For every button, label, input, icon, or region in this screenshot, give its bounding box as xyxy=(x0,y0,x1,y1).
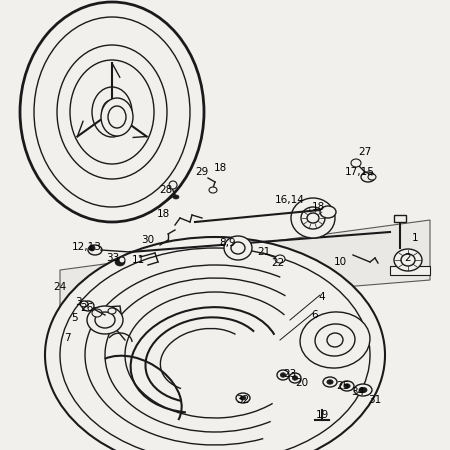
Ellipse shape xyxy=(340,381,354,391)
Ellipse shape xyxy=(240,396,246,400)
Ellipse shape xyxy=(320,206,336,218)
Text: 11: 11 xyxy=(131,255,144,265)
Ellipse shape xyxy=(301,207,325,229)
Ellipse shape xyxy=(224,236,252,260)
Polygon shape xyxy=(60,220,430,310)
Text: 32: 32 xyxy=(236,395,250,405)
Text: 19: 19 xyxy=(315,410,328,420)
Ellipse shape xyxy=(209,187,217,193)
Ellipse shape xyxy=(361,172,375,182)
Ellipse shape xyxy=(119,257,125,263)
Text: 26: 26 xyxy=(81,303,94,313)
Text: 29: 29 xyxy=(195,167,209,177)
Text: 18: 18 xyxy=(311,202,324,212)
Ellipse shape xyxy=(300,312,370,368)
Ellipse shape xyxy=(34,17,190,207)
Text: 18: 18 xyxy=(213,163,227,173)
Text: 24: 24 xyxy=(54,282,67,292)
Polygon shape xyxy=(394,215,406,222)
Text: 23: 23 xyxy=(284,369,297,379)
Ellipse shape xyxy=(280,373,286,377)
Polygon shape xyxy=(390,266,430,275)
Ellipse shape xyxy=(315,324,355,356)
Ellipse shape xyxy=(88,245,102,255)
Text: 3: 3 xyxy=(75,297,81,307)
Text: 8,9: 8,9 xyxy=(220,238,236,248)
Ellipse shape xyxy=(102,100,122,124)
Text: 2: 2 xyxy=(405,253,411,263)
Ellipse shape xyxy=(289,373,301,383)
Ellipse shape xyxy=(108,106,126,128)
Ellipse shape xyxy=(236,393,250,403)
Ellipse shape xyxy=(327,333,343,347)
Text: 7: 7 xyxy=(64,333,70,343)
Ellipse shape xyxy=(359,387,367,393)
Text: 16,14: 16,14 xyxy=(275,195,305,205)
Ellipse shape xyxy=(92,309,102,317)
Text: 27: 27 xyxy=(358,147,372,157)
Ellipse shape xyxy=(169,181,177,189)
Polygon shape xyxy=(92,306,122,322)
Ellipse shape xyxy=(277,370,289,380)
Ellipse shape xyxy=(275,255,285,263)
Ellipse shape xyxy=(323,377,337,387)
Ellipse shape xyxy=(57,45,167,179)
Ellipse shape xyxy=(354,384,372,396)
Text: 6: 6 xyxy=(312,310,318,320)
Text: 30: 30 xyxy=(141,235,154,245)
Ellipse shape xyxy=(307,213,319,223)
Text: 18: 18 xyxy=(157,209,170,219)
Ellipse shape xyxy=(394,249,422,271)
Text: 22: 22 xyxy=(271,258,284,268)
Ellipse shape xyxy=(108,308,116,314)
Ellipse shape xyxy=(173,195,179,199)
Ellipse shape xyxy=(327,380,333,384)
Ellipse shape xyxy=(401,254,415,266)
Text: 20: 20 xyxy=(296,378,309,388)
Ellipse shape xyxy=(89,245,95,251)
Text: 5: 5 xyxy=(72,313,78,323)
Ellipse shape xyxy=(82,301,94,311)
Text: 31: 31 xyxy=(369,395,382,405)
Ellipse shape xyxy=(368,174,376,180)
Text: 10: 10 xyxy=(333,257,346,267)
Text: 34: 34 xyxy=(351,387,364,397)
Ellipse shape xyxy=(115,258,125,266)
Ellipse shape xyxy=(231,242,245,254)
Ellipse shape xyxy=(60,248,370,450)
Ellipse shape xyxy=(45,237,385,450)
Ellipse shape xyxy=(70,60,154,164)
Text: 33: 33 xyxy=(106,253,120,263)
Text: 21: 21 xyxy=(257,247,270,257)
Ellipse shape xyxy=(95,312,115,328)
Ellipse shape xyxy=(351,159,361,167)
Text: 4: 4 xyxy=(319,292,325,302)
Ellipse shape xyxy=(80,301,88,307)
Ellipse shape xyxy=(87,306,123,334)
Ellipse shape xyxy=(92,87,132,137)
Ellipse shape xyxy=(292,376,298,380)
Ellipse shape xyxy=(291,198,335,238)
Text: 17,15: 17,15 xyxy=(345,167,375,177)
Text: 12,13: 12,13 xyxy=(72,242,102,252)
Ellipse shape xyxy=(101,98,133,136)
Text: 25: 25 xyxy=(337,381,350,391)
Ellipse shape xyxy=(20,2,204,222)
Ellipse shape xyxy=(344,384,350,388)
Text: 28: 28 xyxy=(159,185,173,195)
Text: 1: 1 xyxy=(412,233,418,243)
